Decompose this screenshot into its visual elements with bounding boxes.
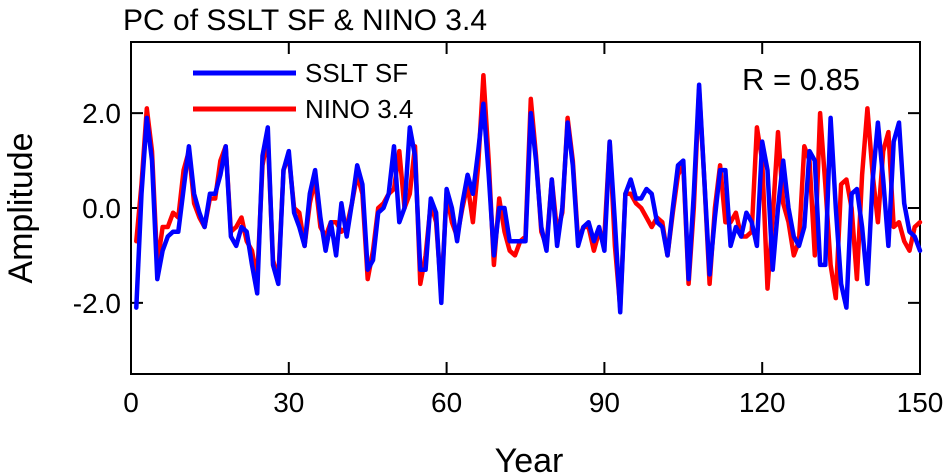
correlation-annotation: R = 0.85	[742, 62, 860, 97]
x-tick-label: 30	[273, 387, 304, 418]
legend: SSLT SF NINO 3.4	[193, 58, 413, 124]
y-tick-label: 0.0	[82, 193, 121, 224]
legend-label: SSLT SF	[305, 58, 408, 88]
x-tick-label: 120	[739, 387, 786, 418]
axis-ticks: 0 30 60 90 120 150 -2.0 0.0 2.0	[73, 42, 944, 418]
y-tick-label: 2.0	[82, 98, 121, 129]
series-line-sslt-sf	[134, 82, 923, 315]
y-axis-label: Amplitude	[2, 132, 40, 283]
x-tick-label: 90	[589, 387, 620, 418]
x-tick-label: 60	[431, 387, 462, 418]
legend-label: NINO 3.4	[305, 94, 413, 124]
y-tick-label: -2.0	[73, 288, 121, 319]
x-tick-label: 150	[897, 387, 944, 418]
x-axis-label: Year	[495, 442, 564, 475]
series-lines	[134, 72, 923, 315]
x-tick-label: 0	[123, 387, 139, 418]
chart-title: PC of SSLT SF & NINO 3.4	[123, 4, 487, 37]
